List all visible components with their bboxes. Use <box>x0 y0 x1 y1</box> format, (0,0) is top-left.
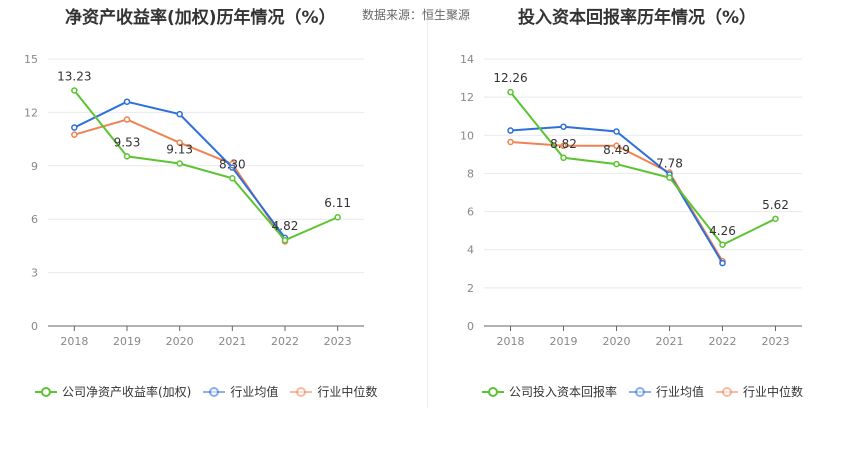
chart-title-roe: 净资产收益率(加权)历年情况（%） <box>65 8 336 28</box>
data-label: 8.82 <box>550 137 577 151</box>
data-point-company <box>560 154 567 162</box>
data-label: 4.26 <box>709 224 736 238</box>
data-label: 6.11 <box>324 196 351 210</box>
data-label: 12.26 <box>493 71 527 85</box>
data-point-industry-median <box>507 138 514 146</box>
series-line-industry-median <box>74 118 286 243</box>
x-tick-label: 2018 <box>60 335 88 348</box>
y-tick-label: 9 <box>31 160 38 173</box>
data-point-industry-mean <box>71 124 78 131</box>
legend-swatch-icon <box>629 386 652 398</box>
series-line-industry-mean <box>73 100 286 239</box>
legend-item-industry-mean[interactable]: 行业均值 <box>203 383 278 400</box>
x-tick-label: 2019 <box>550 335 578 348</box>
chart-title-roic: 投入资本回报率历年情况（%） <box>518 8 757 28</box>
y-tick-label: 4 <box>467 244 474 257</box>
data-point-company <box>123 153 131 160</box>
data-point-industry-mean <box>229 164 236 171</box>
x-tick-label: 2020 <box>166 335 194 348</box>
data-point-company <box>666 174 673 181</box>
data-point-company <box>229 175 236 182</box>
legend-label: 行业均值 <box>230 385 279 399</box>
legend-item-company[interactable]: 公司净资产收益率(加权) <box>35 383 191 400</box>
y-tick-label: 12 <box>24 106 38 119</box>
legend-swatch-icon <box>35 386 57 398</box>
x-tick-label: 2023 <box>324 335 352 348</box>
data-point-company <box>507 88 514 96</box>
data-point-industry-median <box>560 142 567 150</box>
data-point-industry-mean <box>560 123 567 130</box>
data-point-company <box>281 236 289 244</box>
legend-item-industry-median[interactable]: 行业中位数 <box>290 383 377 400</box>
series-line-company <box>73 89 339 242</box>
data-point-industry-median <box>176 139 183 146</box>
data-point-industry-median <box>71 131 78 138</box>
chart-divider <box>427 20 428 408</box>
data-label: 4.82 <box>272 219 299 233</box>
legend-item-industry-mean[interactable]: 行业均值 <box>629 383 704 400</box>
y-tick-label: 2 <box>467 282 474 295</box>
data-label: 5.62 <box>762 198 789 212</box>
data-point-industry-mean <box>176 110 183 118</box>
y-tick-label: 8 <box>467 167 474 180</box>
y-tick-label: 6 <box>467 206 474 219</box>
x-tick-label: 2021 <box>218 335 246 348</box>
legend-swatch-icon <box>716 386 739 398</box>
data-point-company <box>613 160 620 168</box>
y-tick-label: 12 <box>460 91 474 104</box>
legend-item-company[interactable]: 公司投入资本回报率 <box>482 383 617 400</box>
series-line-industry-median <box>510 140 724 262</box>
y-tick-label: 15 <box>24 53 38 66</box>
y-tick-label: 14 <box>460 53 474 66</box>
data-label: 13.23 <box>57 70 91 84</box>
legend-label: 公司投入资本回报率 <box>509 385 618 399</box>
data-point-company <box>176 160 183 167</box>
legend-label: 行业中位数 <box>743 385 804 399</box>
data-point-industry-mean <box>613 128 620 135</box>
legend-label: 行业均值 <box>656 385 705 399</box>
data-point-company <box>71 87 78 94</box>
y-tick-label: 0 <box>31 320 38 333</box>
data-point-company <box>334 213 341 221</box>
x-tick-label: 2022 <box>709 335 737 348</box>
x-tick-label: 2018 <box>497 335 525 348</box>
data-label: 8.30 <box>219 157 246 171</box>
legend-label: 公司净资产收益率(加权) <box>62 385 192 399</box>
data-point-industry-median <box>123 116 131 123</box>
data-label: 8.49 <box>603 143 630 157</box>
data-label: 7.78 <box>656 157 683 171</box>
legend-label: 行业中位数 <box>317 385 378 399</box>
x-tick-label: 2020 <box>603 335 631 348</box>
data-point-industry-mean <box>719 259 726 267</box>
data-point-industry-median <box>613 142 620 150</box>
data-point-company <box>772 215 779 223</box>
legend-roe: 公司净资产收益率(加权) 行业均值 行业中位数 <box>35 383 389 400</box>
x-tick-label: 2021 <box>656 335 684 348</box>
y-tick-label: 0 <box>467 320 474 333</box>
data-label: 9.53 <box>114 135 141 149</box>
y-tick-label: 3 <box>31 267 38 280</box>
data-point-industry-mean <box>507 127 514 134</box>
y-tick-label: 10 <box>460 129 474 142</box>
data-label: 9.13 <box>166 142 193 156</box>
legend-swatch-icon <box>482 386 504 398</box>
x-tick-label: 2022 <box>271 335 299 348</box>
legend-roic: 公司投入资本回报率 行业均值 行业中位数 <box>482 383 815 400</box>
data-source-label: 数据来源：恒生聚源 <box>362 8 471 22</box>
series-line-company <box>509 91 776 247</box>
legend-swatch-icon <box>203 386 226 398</box>
x-tick-label: 2023 <box>762 335 790 348</box>
x-tick-label: 2019 <box>113 335 141 348</box>
data-point-industry-mean <box>123 98 131 105</box>
data-point-company <box>719 241 726 249</box>
y-tick-label: 6 <box>31 213 38 226</box>
legend-item-industry-median[interactable]: 行业中位数 <box>716 383 803 400</box>
legend-swatch-icon <box>290 386 313 398</box>
